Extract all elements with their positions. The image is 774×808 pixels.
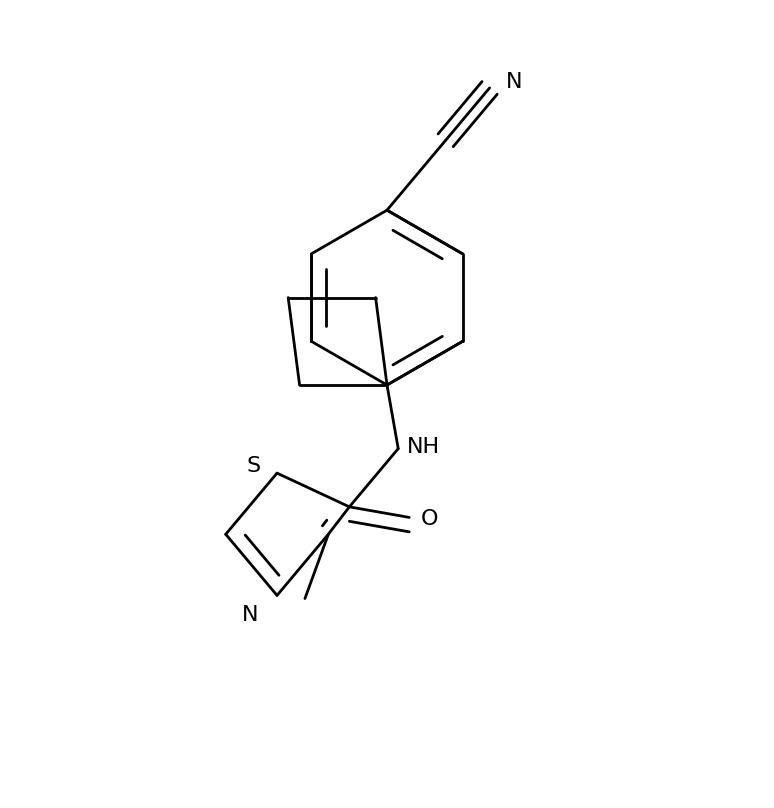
Text: N: N	[241, 604, 258, 625]
Text: N: N	[506, 72, 522, 92]
Text: O: O	[420, 509, 438, 529]
Text: NH: NH	[407, 437, 440, 457]
Text: S: S	[246, 456, 260, 476]
